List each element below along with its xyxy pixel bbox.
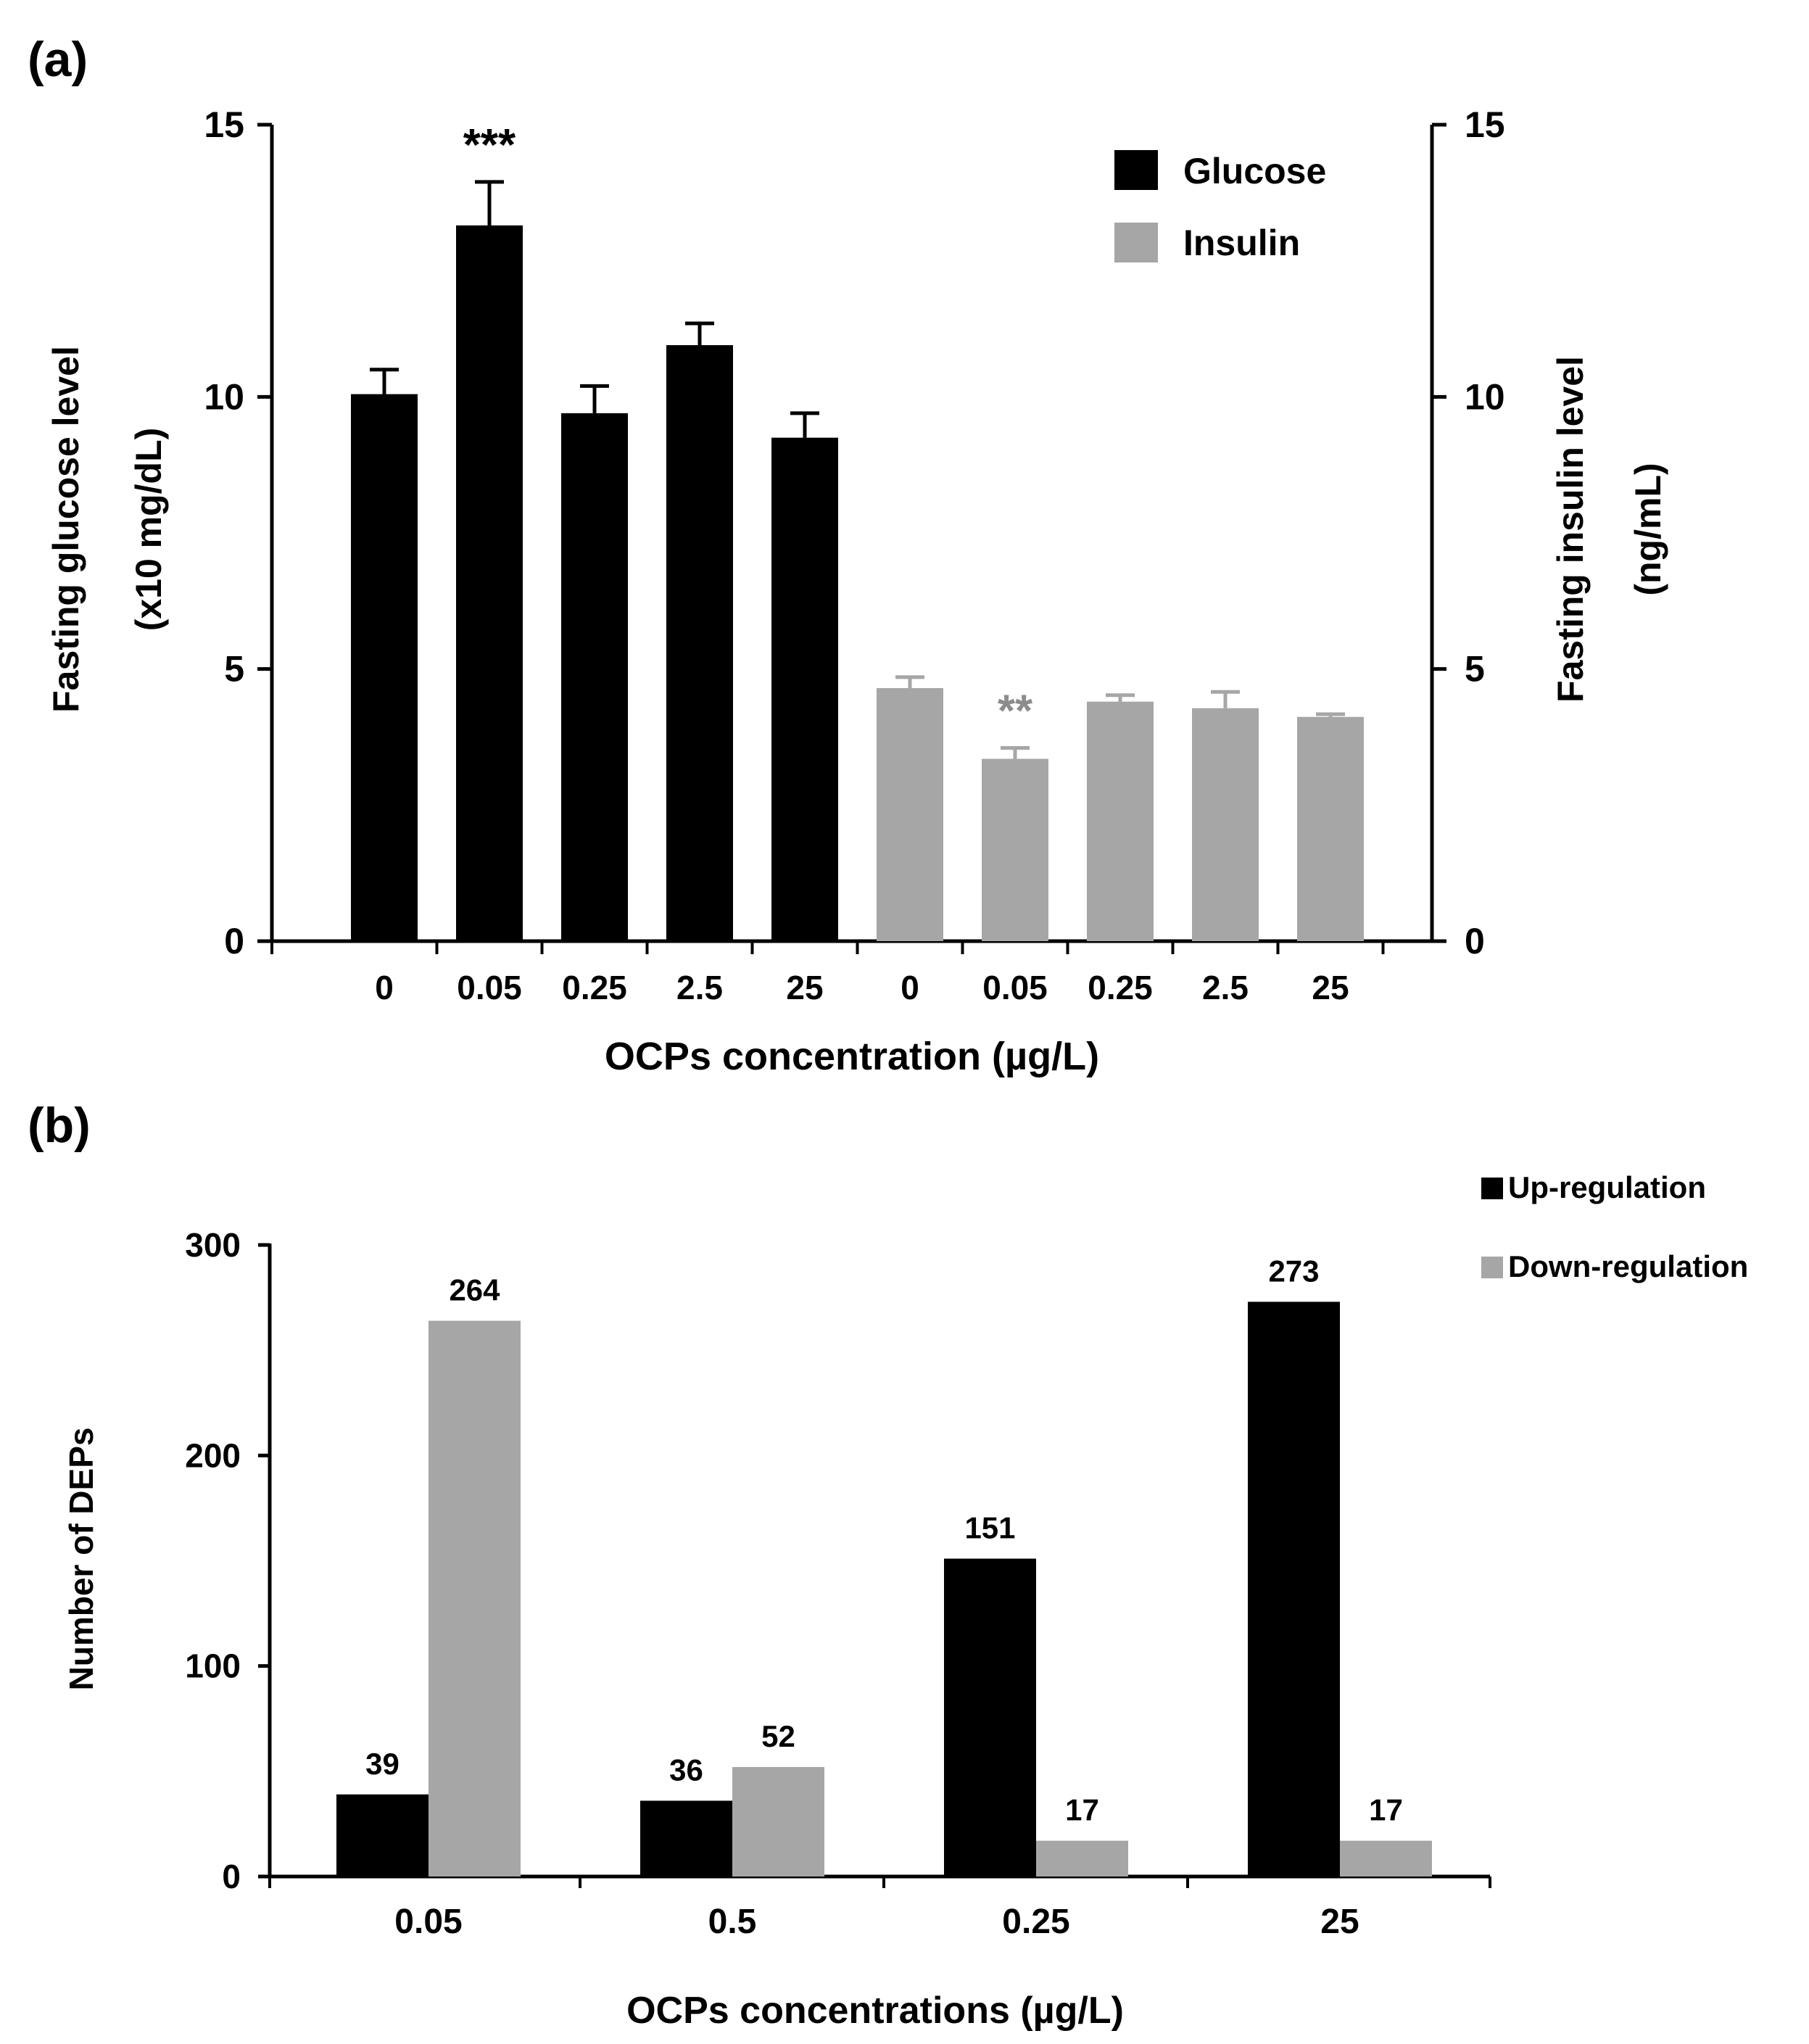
a-bar-insulin	[877, 687, 943, 941]
panel-a-right-ylabel-line1: Fasting insulin level	[1550, 356, 1591, 703]
a-significance-marker: ***	[463, 120, 516, 170]
a-left-tick-label: 10	[204, 376, 244, 417]
a-right-tick-label: 5	[1465, 649, 1485, 690]
b-data-label: 17	[1065, 1793, 1099, 1827]
legend-label-insulin: Insulin	[1183, 223, 1300, 263]
a-bar-insulin	[1087, 701, 1154, 941]
a-bar-glucose	[351, 394, 418, 941]
panel-b-data-labels: 39 36 151 273 264 52 17 17	[365, 1254, 1403, 1826]
a-x-tick-label: 0	[375, 969, 394, 1006]
b-y-tick-label: 100	[185, 1647, 241, 1685]
panel-a-right-ylabel-line2: (ng/mL)	[1628, 463, 1668, 595]
b-x-tick-label: 25	[1320, 1903, 1359, 1941]
panel-a-left-ylabel-line1: Fasting glucose level	[46, 346, 86, 713]
a-bar-insulin	[1297, 716, 1364, 941]
panel-a-error-bars	[370, 180, 1345, 759]
legend-swatch-insulin	[1114, 223, 1158, 262]
panel-a-xlabel: OCPs concentration (µg/L)	[605, 1035, 1099, 1078]
b-x-tick-label: 0.05	[394, 1903, 462, 1941]
legend-label-up-regulation: Up-regulation	[1508, 1170, 1706, 1204]
b-data-label: 17	[1369, 1793, 1403, 1827]
a-x-tick-label: 2.5	[676, 969, 723, 1006]
panel-a-legend: Glucose Insulin	[1114, 150, 1326, 263]
a-x-tick-label: 25	[786, 969, 823, 1006]
panel-a-bars	[351, 225, 1364, 942]
a-bar-insulin	[1192, 708, 1259, 941]
a-bar-insulin	[982, 758, 1048, 941]
b-bar-up-regulation	[336, 1794, 429, 1877]
panel-a-x-ticks: 0 0.05 0.25 2.5 25 0 0.05 0.25 2.5 25	[270, 941, 1385, 1006]
a-left-tick-label: 5	[224, 649, 244, 690]
a-right-tick-label: 0	[1465, 921, 1485, 961]
b-data-label: 39	[365, 1747, 400, 1781]
b-bar-up-regulation	[944, 1558, 1036, 1877]
b-bar-down-regulation	[1340, 1840, 1432, 1877]
panel-a-left-ylabel-line2: (x10 mg/dL)	[128, 428, 169, 632]
a-left-tick-label: 15	[204, 104, 244, 145]
a-bar-glucose	[561, 413, 628, 941]
b-bar-up-regulation	[640, 1800, 732, 1877]
a-right-tick-label: 15	[1465, 104, 1505, 145]
a-x-tick-label: 0.25	[562, 969, 627, 1006]
a-right-tick-label: 10	[1465, 376, 1505, 417]
panel-a-label: (a)	[28, 32, 88, 87]
b-data-label: 264	[449, 1273, 500, 1307]
a-x-tick-label: 0.25	[1088, 969, 1153, 1006]
a-x-tick-label: 25	[1312, 969, 1349, 1006]
b-data-label: 36	[669, 1753, 703, 1787]
panel-a: (a) Fasting glucose level (x10 mg/dL) Fa…	[28, 32, 1668, 1078]
b-y-tick-label: 0	[222, 1858, 241, 1895]
b-y-tick-label: 300	[185, 1226, 241, 1264]
a-x-tick-label: 0.05	[457, 969, 522, 1006]
panel-a-significance: *****	[463, 120, 1033, 737]
b-bar-down-regulation	[429, 1320, 521, 1877]
panel-b-ylabel: Number of DEPs	[62, 1428, 100, 1691]
b-bar-down-regulation	[732, 1767, 824, 1877]
panel-b-label: (b)	[28, 1098, 91, 1153]
a-left-tick-label: 0	[224, 921, 244, 961]
legend-label-glucose: Glucose	[1183, 151, 1326, 191]
legend-swatch-down-regulation	[1481, 1257, 1503, 1278]
a-x-tick-label: 0.05	[982, 969, 1048, 1006]
panel-a-y-ticks: 0 0 5 5 10 10 15 15	[204, 104, 1504, 961]
panel-b: (b) Number of DEPs 0 100 200 300 0.05 0.5 0.2…	[28, 1098, 1748, 2032]
b-x-tick-label: 0.25	[1002, 1903, 1069, 1941]
legend-swatch-glucose	[1114, 150, 1158, 190]
a-x-tick-label: 0	[901, 969, 919, 1006]
a-x-tick-label: 2.5	[1202, 969, 1249, 1006]
a-bar-glucose	[666, 345, 733, 941]
a-bar-glucose	[771, 437, 838, 941]
a-bar-glucose	[456, 225, 523, 942]
legend-label-down-regulation: Down-regulation	[1508, 1249, 1748, 1283]
panel-b-x-ticks: 0.05 0.5 0.25 25	[268, 1877, 1491, 1941]
b-data-label: 151	[964, 1511, 1015, 1545]
b-data-label: 273	[1268, 1254, 1319, 1288]
b-bar-up-regulation	[1248, 1302, 1340, 1877]
legend-swatch-up-regulation	[1481, 1178, 1503, 1199]
panel-b-bars	[336, 1302, 1432, 1877]
panel-b-legend: Up-regulation Down-regulation	[1481, 1170, 1748, 1283]
panel-b-y-ticks: 0 100 200 300	[185, 1226, 270, 1895]
b-y-tick-label: 200	[185, 1436, 241, 1474]
panel-b-xlabel: OCPs concentrations (µg/L)	[626, 1990, 1124, 2032]
b-data-label: 52	[761, 1719, 795, 1753]
a-significance-marker: **	[998, 687, 1033, 737]
b-bar-down-regulation	[1036, 1840, 1128, 1877]
b-x-tick-label: 0.5	[708, 1903, 757, 1941]
